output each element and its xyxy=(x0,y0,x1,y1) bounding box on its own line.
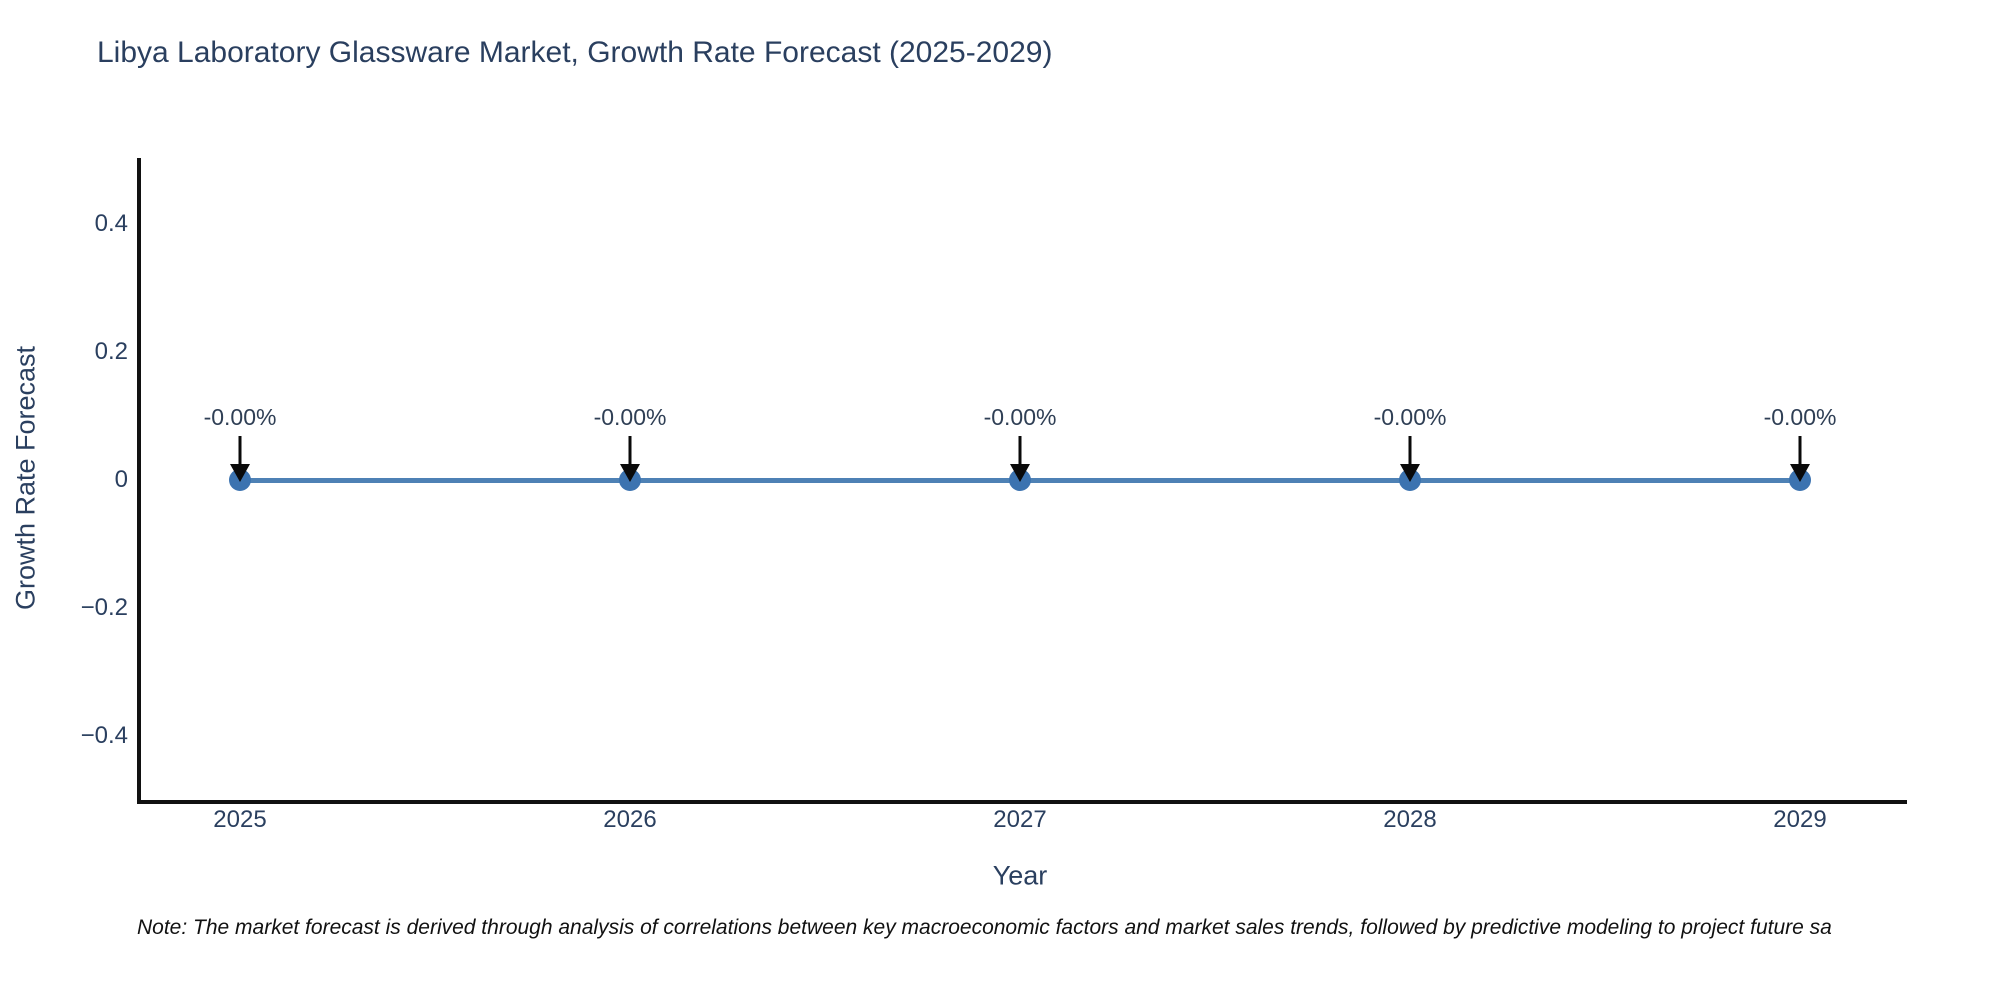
chart-title: Libya Laboratory Glassware Market, Growt… xyxy=(97,36,1053,69)
x-tick-label-2027: 2027 xyxy=(993,806,1047,833)
y-tick-label: −0.2 xyxy=(80,594,128,621)
y-axis-line xyxy=(137,158,141,804)
point-annotation-2029: -0.00% xyxy=(1763,404,1837,430)
x-tick-label-2025: 2025 xyxy=(213,806,267,833)
chart-footnote: Note: The market forecast is derived thr… xyxy=(137,916,1832,939)
annotation-arrow-shaft xyxy=(628,436,632,466)
annotation-arrow-shaft xyxy=(238,436,242,466)
point-annotation-2028: -0.00% xyxy=(1373,404,1447,430)
y-tick-label: 0 xyxy=(114,466,128,493)
x-axis-line xyxy=(137,800,1907,804)
annotation-arrow-shaft xyxy=(1018,436,1022,466)
annotation-arrow-head-icon xyxy=(1400,464,1420,482)
y-tick-label: 0.2 xyxy=(94,338,128,365)
annotation-arrow-head-icon xyxy=(230,464,250,482)
annotation-arrow-shaft xyxy=(1408,436,1412,466)
x-axis-title: Year xyxy=(992,860,1048,891)
x-tick-label-2026: 2026 xyxy=(603,806,657,833)
point-annotation-2025: -0.00% xyxy=(203,404,277,430)
annotation-arrow-head-icon xyxy=(620,464,640,482)
annotation-arrow-shaft xyxy=(1798,436,1802,466)
y-axis-title: Growth Rate Forecast xyxy=(10,345,41,611)
point-annotation-2026: -0.00% xyxy=(593,404,667,430)
y-tick-label: −0.4 xyxy=(80,722,128,749)
x-tick-label-2028: 2028 xyxy=(1383,806,1437,833)
annotation-arrow-head-icon xyxy=(1010,464,1030,482)
annotation-arrow-head-icon xyxy=(1790,464,1810,482)
y-tick-label: 0.4 xyxy=(94,210,128,237)
x-tick-label-2029: 2029 xyxy=(1773,806,1827,833)
point-annotation-2027: -0.00% xyxy=(983,404,1057,430)
